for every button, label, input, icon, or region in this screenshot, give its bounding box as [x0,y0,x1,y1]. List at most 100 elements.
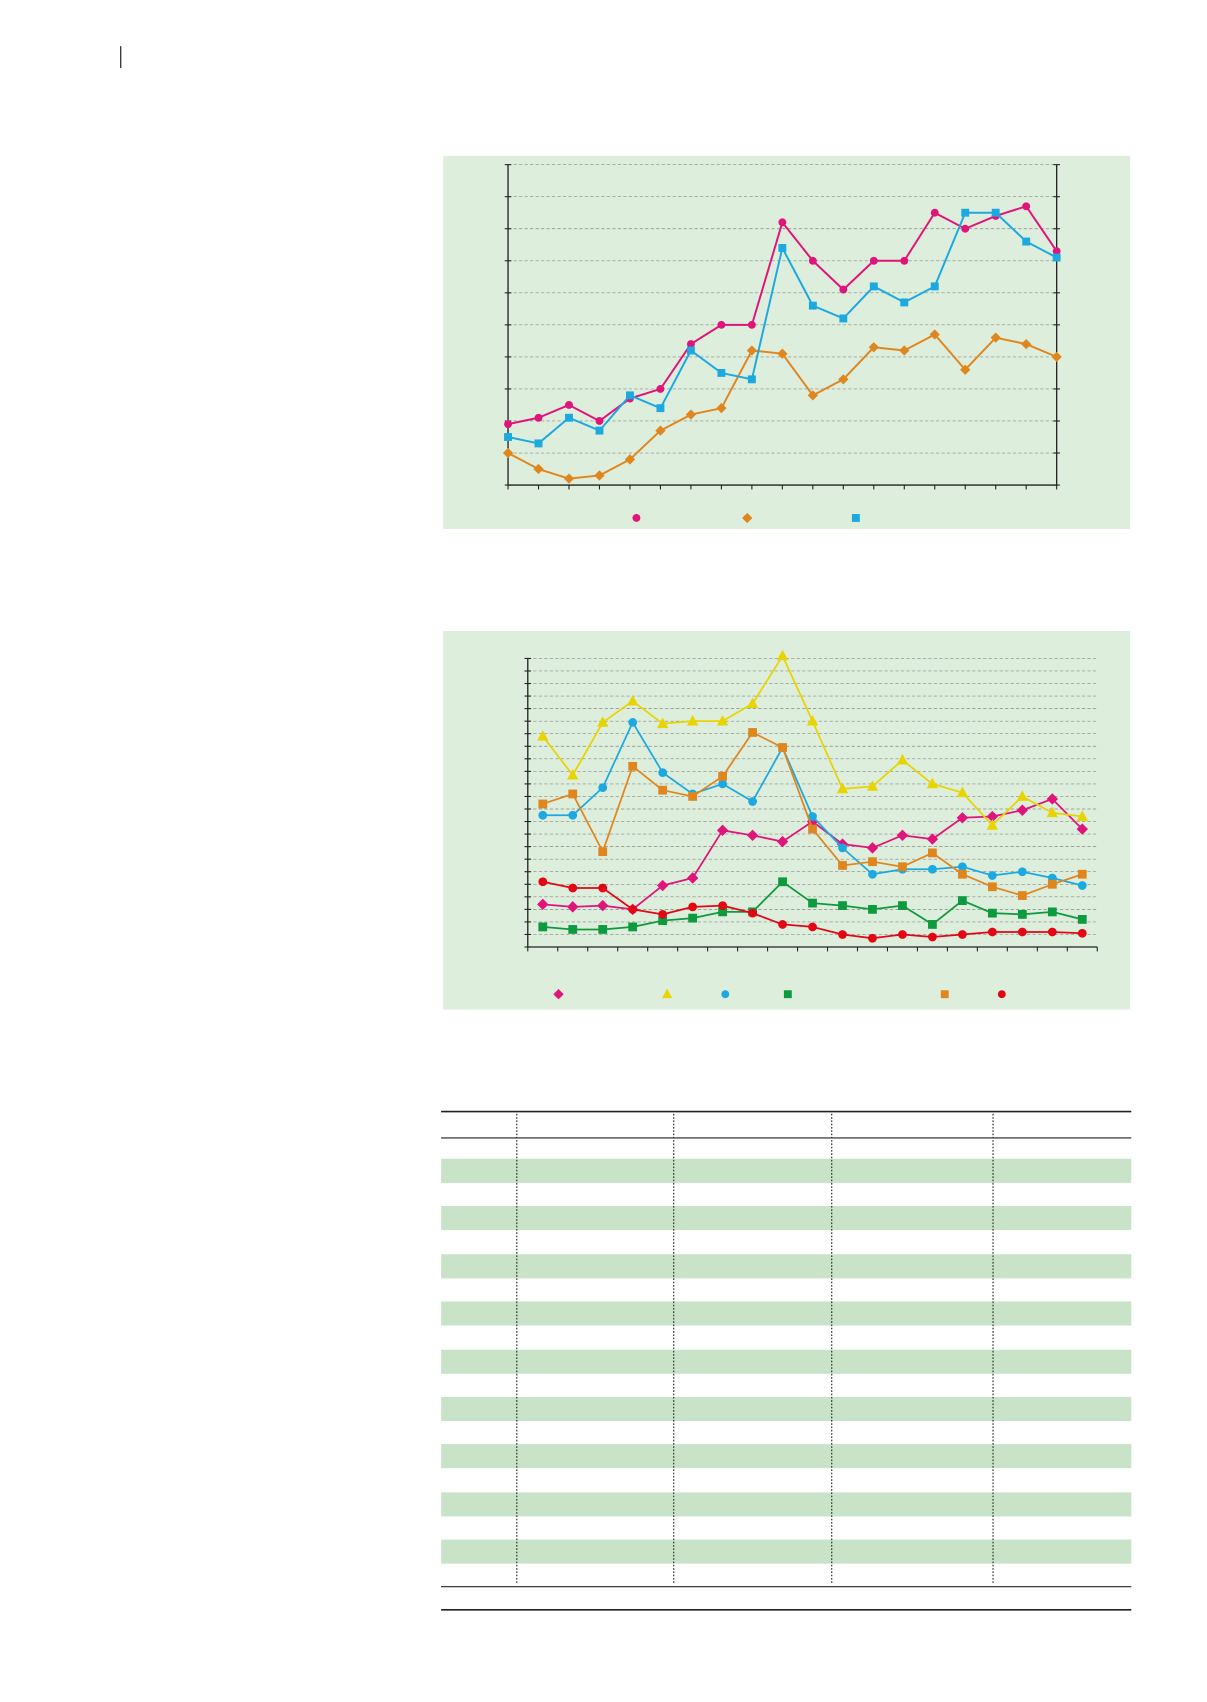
data-point [655,425,666,436]
data-point [718,907,728,917]
data-point [718,779,728,789]
data-point [1077,881,1087,890]
data-point [656,384,665,393]
data-point [598,883,608,893]
data-point [717,320,726,329]
table-row-band [441,1492,1132,1517]
data-point [900,256,909,265]
data-point [1047,927,1057,937]
data-point [594,470,605,481]
data-point [538,799,548,809]
data-point [778,244,787,252]
data-point [628,718,638,727]
legend-marker [940,990,949,999]
data-point [686,346,695,355]
data-point [898,901,907,910]
data-point [1076,810,1088,821]
data-point [838,843,847,853]
legend-marker [553,989,564,1000]
data-point [716,403,727,414]
data-point [928,848,937,858]
data-point [896,753,909,765]
data-point [656,404,665,413]
table [441,1110,1132,1611]
data-point [868,904,877,914]
data-point [868,869,877,879]
data-point [838,374,849,385]
data-point [716,824,729,837]
table-row-band [441,1254,1132,1279]
data-point [808,898,817,908]
data-point [929,329,940,340]
data-point [537,730,549,741]
data-point [868,342,879,353]
data-point [628,761,638,771]
data-point [838,901,847,910]
data-point [960,364,971,375]
data-point [534,413,543,422]
data-point [986,819,999,830]
data-point [987,927,997,937]
data-point [534,439,543,448]
data-point [930,282,939,291]
data-point [628,922,638,932]
legend-marker [662,988,673,999]
data-point [808,256,817,265]
data-point [658,916,668,926]
data-point [1017,909,1027,919]
data-point [778,743,787,752]
data-point [748,908,757,918]
data-point [928,920,937,929]
data-point [930,208,939,217]
data-point [807,390,818,401]
data-point [899,345,910,356]
data-point [718,901,728,910]
data-point [598,925,608,934]
legend-marker [783,990,792,999]
data-point [568,810,578,820]
data-point [866,780,879,791]
data-point [958,869,967,879]
data-point [747,375,756,384]
data-point [926,777,939,789]
data-point [868,933,877,943]
data-point [836,782,849,794]
data-point [778,877,787,887]
data-point [748,797,757,806]
data-point [896,829,909,842]
data-point [688,913,698,923]
data-point [686,340,695,349]
data-point [987,871,997,880]
data-point [1017,927,1027,937]
data-point [961,208,970,217]
table-row-band [441,1158,1132,1183]
data-point [778,920,787,929]
data-point [626,694,639,706]
table-row-band [441,1396,1132,1422]
data-point [987,882,997,892]
data-point [961,224,970,233]
data-point [598,783,608,793]
data-point [898,862,907,872]
data-point [1052,247,1061,256]
data-point [1021,338,1032,350]
data-point [746,345,758,356]
table-row-band [441,1349,1132,1374]
data-point [958,896,967,905]
data-point [504,433,512,441]
legend-marker [997,990,1006,999]
data-point [987,908,997,918]
data-point [718,771,728,781]
data-point [928,864,937,874]
data-point [502,447,514,459]
data-point [1017,891,1027,900]
data-point [776,649,789,661]
data-point [898,930,907,939]
data-point [538,922,548,932]
data-point [838,930,847,939]
data-point [688,902,698,912]
data-point [958,930,967,939]
table-row-band [441,1444,1132,1469]
